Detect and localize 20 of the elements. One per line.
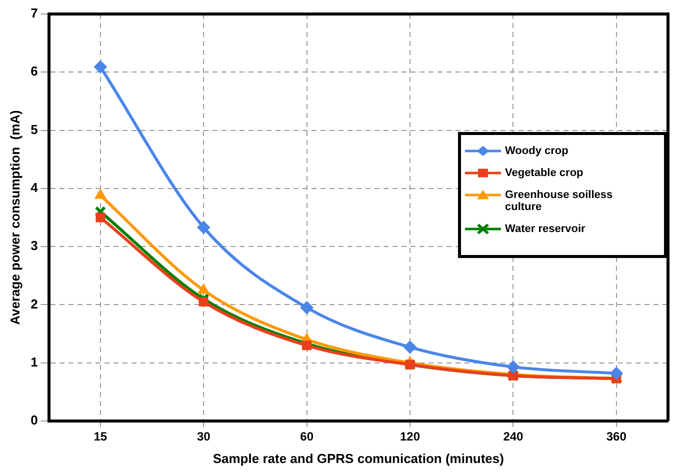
x-tick-label: 30: [196, 430, 211, 444]
legend-label: Woody crop: [505, 145, 570, 157]
y-tick-label: 2: [30, 296, 38, 312]
y-tick-label: 6: [30, 64, 38, 79]
x-tick-label: 60: [300, 430, 314, 444]
y-tick-label: 0: [30, 412, 38, 428]
legend-label: Vegetable crop: [505, 167, 584, 179]
legend-label: Water reservoir: [505, 223, 586, 235]
y-tick-label: 7: [30, 6, 38, 21]
x-axis-title: Sample rate and GPRS comunication (minutes): [212, 450, 504, 466]
x-tick-label: 240: [503, 430, 524, 444]
y-tick-label: 5: [30, 122, 38, 137]
x-tick-label: 360: [606, 430, 627, 444]
y-tick-label: 4: [30, 180, 39, 196]
x-tick-label: 120: [400, 430, 420, 444]
y-tick-label: 1: [30, 354, 38, 370]
x-tick-label: 15: [94, 430, 108, 444]
y-axis-title: Average power consumption (mA): [7, 110, 22, 325]
legend-label: Greenhouse soilless culture: [505, 189, 614, 213]
y-tick-label: 3: [30, 238, 38, 254]
